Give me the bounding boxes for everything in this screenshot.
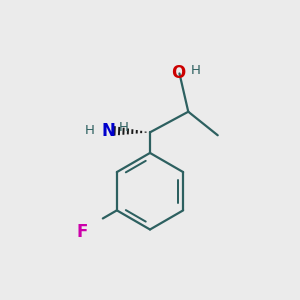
Text: F: F [76,224,88,242]
Text: H: H [85,124,94,137]
Text: O: O [171,64,185,82]
Text: N: N [102,122,116,140]
Text: H: H [118,122,128,134]
Text: H: H [191,64,201,77]
